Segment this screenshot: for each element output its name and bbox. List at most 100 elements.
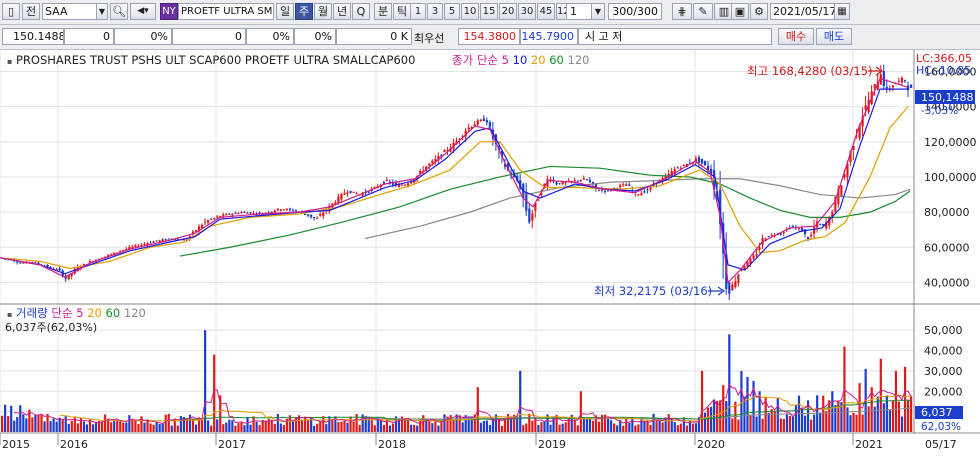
volume-bar bbox=[58, 417, 61, 432]
candle-body bbox=[849, 151, 852, 162]
sell-button[interactable]: 매도 bbox=[816, 28, 852, 45]
tab-period-4[interactable]: Q bbox=[352, 3, 370, 20]
price-volume-chart[interactable]: 160,0000140,0000120,0000100,000080,00006… bbox=[0, 50, 980, 453]
tab-period-0[interactable]: 일 bbox=[276, 3, 294, 20]
volume-bar bbox=[652, 413, 655, 432]
buy-button[interactable]: 매수 bbox=[778, 28, 814, 45]
volume-bar bbox=[37, 414, 40, 432]
volume-bar bbox=[485, 420, 488, 432]
moving-average-lines bbox=[0, 77, 911, 284]
volume-bar bbox=[313, 425, 316, 432]
volume-bar bbox=[282, 425, 285, 432]
candle-body bbox=[131, 246, 134, 248]
interval-button-5[interactable]: 5 bbox=[444, 3, 460, 20]
volume-bar bbox=[297, 415, 301, 432]
volume-bar bbox=[434, 420, 437, 432]
interval-button-10[interactable]: 10 bbox=[461, 3, 479, 20]
interval-button-30[interactable]: 30 bbox=[518, 3, 536, 20]
candle-body bbox=[673, 169, 676, 174]
panel-marker-icon: ▪ bbox=[7, 57, 12, 66]
tab-period-6[interactable]: 틱 bbox=[393, 3, 411, 20]
count-input[interactable]: 300/300 bbox=[608, 3, 662, 20]
candle-body bbox=[349, 190, 352, 194]
chevron-down-icon[interactable]: ▼ bbox=[96, 3, 108, 20]
volume-bar bbox=[770, 409, 773, 432]
window-icon[interactable]: ▯ bbox=[2, 3, 20, 20]
calendar-icon[interactable]: ▦ bbox=[834, 3, 850, 20]
candle-body bbox=[782, 232, 785, 234]
date-input[interactable]: 2021/05/17 bbox=[770, 3, 836, 20]
volume-bar bbox=[1, 415, 4, 432]
volume-bar bbox=[646, 420, 649, 432]
settings-icon[interactable]: ⚙ bbox=[750, 3, 768, 20]
candle-body bbox=[382, 182, 385, 184]
save-icon[interactable]: ▣ bbox=[731, 3, 749, 20]
candle-body bbox=[579, 179, 582, 182]
interval-select[interactable]: 1 bbox=[566, 3, 592, 20]
volume-bar bbox=[537, 424, 540, 432]
candle-body bbox=[873, 84, 876, 89]
volume-bar bbox=[800, 407, 804, 432]
volume-bar bbox=[207, 420, 210, 432]
volume-bar bbox=[431, 423, 434, 432]
ticker-input[interactable]: SAA bbox=[42, 3, 108, 20]
volume-bar bbox=[488, 425, 492, 432]
candle-body bbox=[146, 243, 149, 245]
candle-body bbox=[73, 268, 76, 274]
volume-bar bbox=[519, 370, 522, 432]
volume-bar bbox=[497, 419, 501, 432]
tab-period-1[interactable]: 주 bbox=[295, 3, 313, 20]
last-volume-rate: 62,03% bbox=[921, 421, 961, 433]
interval-button-15[interactable]: 15 bbox=[480, 3, 498, 20]
interval-button-1[interactable]: 1 bbox=[410, 3, 426, 20]
volume-bar bbox=[637, 424, 640, 432]
candle-body bbox=[885, 86, 888, 89]
candle-body bbox=[503, 163, 507, 167]
volume-bar bbox=[131, 418, 134, 432]
search-icon[interactable]: 🔍︎ bbox=[110, 3, 128, 20]
draw-tool-icon[interactable]: ✎ bbox=[693, 3, 713, 20]
volume-bar bbox=[731, 418, 734, 432]
crosshair-icon[interactable]: ⋕ bbox=[672, 3, 692, 20]
volume-bar bbox=[900, 416, 904, 432]
candle-body bbox=[176, 239, 179, 241]
volume-bar bbox=[470, 416, 473, 432]
candle-body bbox=[558, 183, 561, 185]
field-6: 0% bbox=[294, 28, 336, 45]
candle-body bbox=[479, 119, 482, 122]
volume-bar bbox=[49, 421, 52, 432]
tab-period-3[interactable]: 년 bbox=[333, 3, 351, 20]
candle-body bbox=[710, 168, 713, 175]
tab-period-5[interactable]: 분 bbox=[374, 3, 392, 20]
chevron-down-icon[interactable]: ▼ bbox=[591, 3, 605, 20]
volume-bar bbox=[264, 421, 267, 432]
interval-button-45[interactable]: 45 bbox=[537, 3, 555, 20]
interval-button-3[interactable]: 3 bbox=[427, 3, 443, 20]
last-volume-label: 6,037 bbox=[921, 406, 953, 419]
chart-area[interactable]: 160,0000 140,0000 120,0000 100,0000 80,0000 6… bbox=[0, 50, 980, 453]
x-tick-label: 05/17 bbox=[925, 438, 957, 451]
volume-bar bbox=[710, 406, 713, 432]
candle-body bbox=[622, 184, 625, 186]
candle-body bbox=[361, 193, 364, 196]
interval-button-20[interactable]: 20 bbox=[499, 3, 517, 20]
candle-body bbox=[470, 126, 473, 129]
speaker-icon[interactable]: ◀▾ bbox=[130, 3, 156, 20]
volume-bar bbox=[461, 422, 464, 432]
volume-bar bbox=[246, 416, 249, 432]
volume-bar bbox=[740, 370, 743, 432]
candle-body bbox=[425, 166, 428, 171]
candle-body bbox=[403, 184, 407, 186]
candle-body bbox=[846, 164, 849, 178]
candle-body bbox=[728, 282, 731, 294]
volume-bar bbox=[249, 424, 252, 432]
candle-body bbox=[385, 179, 389, 181]
volume-bar bbox=[579, 391, 582, 432]
candle-body bbox=[697, 157, 701, 163]
candle-body bbox=[688, 162, 692, 164]
jeon-button[interactable]: 전 bbox=[22, 3, 40, 20]
volume-bar bbox=[197, 417, 201, 432]
candle-body bbox=[646, 189, 649, 191]
tab-period-2[interactable]: 월 bbox=[314, 3, 332, 20]
volume-bar bbox=[473, 414, 476, 432]
